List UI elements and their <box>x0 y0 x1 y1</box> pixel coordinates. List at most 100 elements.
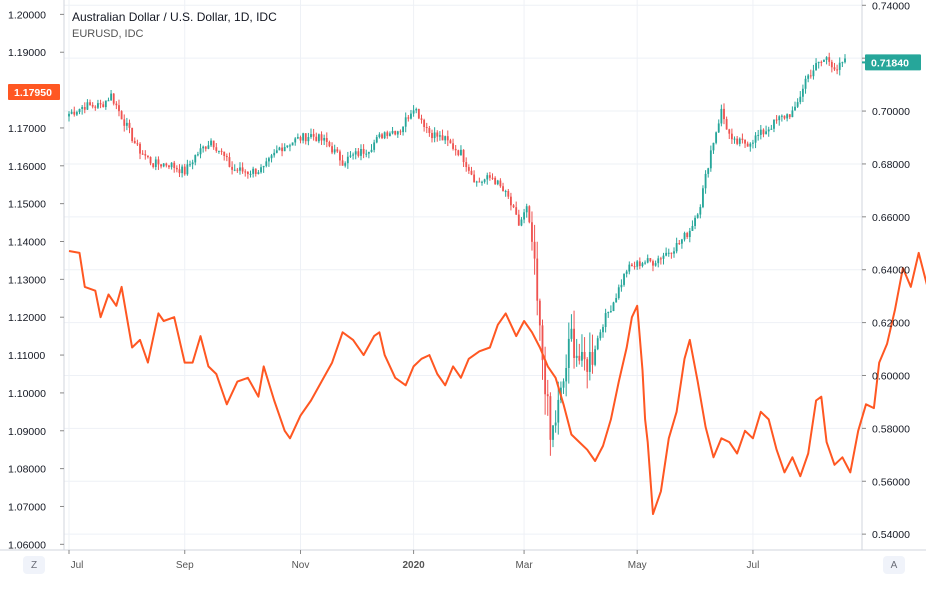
candle <box>344 163 347 166</box>
candle <box>567 338 570 369</box>
candle <box>754 135 757 143</box>
candle <box>331 146 333 153</box>
left-tick-label: 1.12000 <box>8 312 46 324</box>
candle <box>467 167 470 171</box>
candle <box>454 148 457 151</box>
candle <box>302 133 305 141</box>
candle <box>491 177 494 179</box>
time-tick-label: Nov <box>292 560 310 571</box>
candle <box>394 130 397 135</box>
left-tick-label: 1.07000 <box>8 501 46 513</box>
candle <box>444 136 447 141</box>
right-tick-label: 0.56000 <box>872 476 910 488</box>
right-tick-label: 0.70000 <box>872 106 910 118</box>
candle <box>386 132 389 136</box>
candle <box>609 311 612 313</box>
candle <box>315 136 318 142</box>
candle <box>596 338 599 350</box>
left-tick-label: 1.14000 <box>8 237 46 249</box>
candle <box>533 241 536 259</box>
candle <box>673 251 675 254</box>
candle <box>123 119 126 126</box>
candle <box>496 180 499 185</box>
right-tick-label: 0.58000 <box>872 423 910 435</box>
candle <box>478 181 481 183</box>
candle <box>486 175 489 180</box>
time-tick-label: 2020 <box>402 560 425 571</box>
candle <box>441 135 444 141</box>
candle <box>278 147 281 151</box>
time-tick-label: Mar <box>515 560 533 571</box>
candle <box>778 116 781 121</box>
candle <box>157 159 160 165</box>
candle <box>320 134 323 141</box>
candle <box>504 191 507 193</box>
left-tick-label: 1.17000 <box>8 123 46 135</box>
candle <box>517 214 520 226</box>
candle <box>541 325 544 361</box>
candle <box>183 166 186 175</box>
candle <box>175 167 178 170</box>
candle <box>510 196 512 206</box>
candle <box>152 163 155 167</box>
candle <box>575 355 578 358</box>
candle <box>715 132 718 143</box>
candle <box>794 106 796 111</box>
candle <box>725 119 728 130</box>
candle <box>383 132 386 139</box>
candle <box>704 173 707 189</box>
candle <box>112 93 115 104</box>
candle <box>133 141 136 144</box>
candle <box>631 264 633 267</box>
candle <box>154 159 157 167</box>
candle <box>218 150 220 152</box>
candle <box>820 61 823 63</box>
candle <box>333 149 336 153</box>
left-tick-label: 1.10000 <box>8 388 46 400</box>
candle <box>91 104 94 107</box>
candle <box>420 118 423 120</box>
candle <box>512 205 515 208</box>
candle <box>502 186 504 192</box>
candle <box>186 164 189 175</box>
left-tick-label: 1.13000 <box>8 274 46 286</box>
candle <box>265 161 268 166</box>
candle <box>717 123 720 133</box>
compare-symbol-title: EURUSD, IDC <box>72 28 144 40</box>
left-tick-label: 1.09000 <box>8 426 46 438</box>
candle <box>675 243 678 252</box>
candle <box>399 131 402 133</box>
candle <box>830 61 833 68</box>
candle <box>215 147 218 151</box>
candle <box>349 155 352 157</box>
candle <box>825 57 828 60</box>
candle <box>759 129 762 135</box>
candle <box>241 167 244 172</box>
candle <box>591 352 594 365</box>
candle <box>160 164 162 167</box>
left-tick-label: 1.06000 <box>8 539 46 551</box>
candle <box>623 273 625 285</box>
auto-scale-button-right[interactable]: A <box>883 556 905 574</box>
candle <box>473 174 476 182</box>
time-tick-label: May <box>628 560 647 571</box>
candle <box>528 206 531 223</box>
candle <box>231 166 234 170</box>
candle <box>407 117 410 119</box>
candle <box>804 78 807 89</box>
candle <box>391 130 394 134</box>
candle <box>178 169 181 174</box>
candle <box>412 110 415 114</box>
candle <box>220 150 223 152</box>
candle <box>546 394 549 397</box>
candle <box>94 106 97 108</box>
candle <box>436 132 439 137</box>
candle <box>307 137 310 142</box>
candle <box>228 157 231 167</box>
candle <box>291 142 294 146</box>
candle <box>712 142 715 151</box>
candle <box>549 396 552 440</box>
log-scale-button-left[interactable]: Z <box>23 556 45 574</box>
candle <box>462 149 465 163</box>
